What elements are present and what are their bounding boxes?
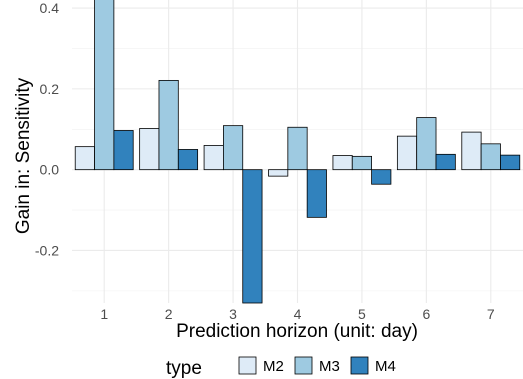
bar-m3-4 <box>287 126 308 171</box>
bars <box>74 0 521 304</box>
legend-key-m3 <box>294 356 313 375</box>
x-tick-label: 3 <box>229 306 237 322</box>
bar-m4-5 <box>371 169 392 185</box>
x-tick-label: 4 <box>294 306 302 322</box>
y-tick-label: 0.4 <box>40 0 60 16</box>
bar-m3-3 <box>223 125 244 171</box>
bar-m3-7 <box>480 143 501 171</box>
bar-m4-6 <box>435 153 456 171</box>
x-tick-label: 2 <box>165 306 173 322</box>
x-axis-title: Prediction horizon (unit: day) <box>176 321 418 342</box>
x-tick-label: 7 <box>487 306 495 322</box>
bar-m4-4 <box>306 169 327 218</box>
bar-m4-7 <box>500 154 521 171</box>
legend-key-m4 <box>350 356 369 375</box>
y-axis-title: Gain in: Sensitivity <box>13 77 34 234</box>
bar-m2-5 <box>332 155 353 171</box>
y-tick-label: -0.2 <box>35 242 59 258</box>
bar-m2-6 <box>396 135 418 171</box>
bar-m3-2 <box>158 79 179 171</box>
x-tick-labels: 1 2 3 4 5 6 7 <box>100 306 495 322</box>
bar-m3-1 <box>94 0 115 171</box>
legend: type M2 M3 M4 <box>166 356 396 379</box>
bar-m4-1 <box>113 130 134 171</box>
bar-m2-1 <box>74 146 95 171</box>
legend-label-m2: M2 <box>263 358 284 375</box>
legend-key-m2 <box>238 356 257 375</box>
bar-m4-3 <box>242 169 263 304</box>
y-tick-label: 0.0 <box>40 162 60 178</box>
legend-title: type <box>166 358 202 379</box>
bar-m2-2 <box>139 128 160 171</box>
legend-label-m4: M4 <box>375 358 396 375</box>
bar-m2-7 <box>461 131 482 171</box>
bar-m3-5 <box>351 155 372 171</box>
bar-m3-6 <box>416 117 437 171</box>
bar-m2-3 <box>203 145 224 171</box>
x-tick-label: 5 <box>358 306 366 322</box>
x-tick-label: 6 <box>422 306 430 322</box>
y-tick-label: 0.2 <box>40 81 60 97</box>
y-tick-labels: -0.2 0.0 0.2 0.4 <box>35 0 59 258</box>
bar-m4-2 <box>177 149 199 171</box>
bar-m2-4 <box>268 169 289 177</box>
x-tick-label: 1 <box>100 306 108 322</box>
legend-label-m3: M3 <box>319 358 340 375</box>
